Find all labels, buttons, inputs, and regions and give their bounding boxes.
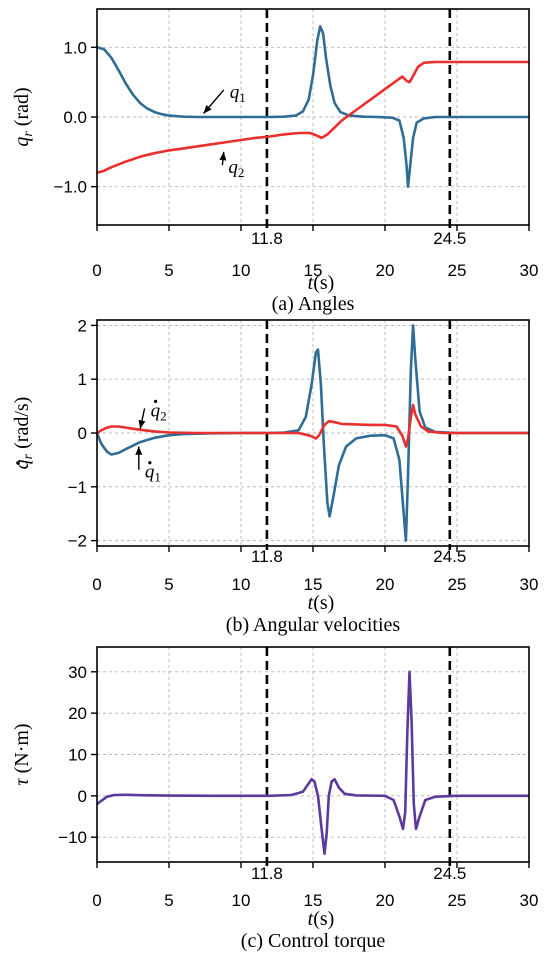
annotation-sub: 1 [154,470,161,485]
chart-panel-1: 11.8 24.50 5 10 15 20 25 301.00.0−1.0t(s)qr (ra… [11,8,539,315]
annotation-var: q [145,462,155,483]
x-tick-label: 5 [164,891,173,910]
y-tick-label: 0 [78,424,87,443]
y-axis-unit: (rad) [11,87,33,131]
annotation-label: q2 [151,400,167,423]
panel-caption: (c) Control torque [241,930,386,952]
series-line-1 [97,670,529,855]
x-tick-label: 5 [164,575,173,594]
annotation-sub: 1 [239,90,246,105]
x-tick-label: 10 [232,261,251,280]
y-axis-label: qr (rad) [11,87,36,146]
x-axis-unit: (s) [313,908,334,930]
annotation-label: q2 [228,157,244,180]
y-axis-label: τ (N·m) [11,723,33,785]
y-tick-label: 2 [78,316,87,335]
y-tick-label: −1.0 [53,178,87,197]
x-tick-label: 10 [232,891,251,910]
y-tick-label: 1 [78,370,87,389]
annotation-sub: 2 [238,165,245,180]
x-tick-label: 20 [376,261,395,280]
x-axis-unit: (s) [313,592,334,614]
panel-caption: (b) Angular velocities [226,614,401,636]
panel-caption: (a) Angles [272,293,355,315]
x-tick-label: 0 [92,575,101,594]
annotation-label: q1 [230,82,246,105]
vline-label: 24.5 [433,547,466,566]
x-tick-label: 25 [448,261,467,280]
y-axis-sub: r [21,131,36,137]
x-axis-var: t [308,272,314,294]
annotation-label: q1 [145,462,161,485]
series-line-2 [97,60,529,174]
y-axis-unit: (N·m) [11,723,33,778]
vline-label: 11.8 [251,864,283,883]
vline-label: 24.5 [433,229,466,248]
y-tick-label: 0.0 [63,108,87,127]
x-tick-label: 30 [520,891,539,910]
y-axis-dot [16,461,20,465]
x-tick-label: 15 [304,891,323,910]
x-axis-var: t [308,908,314,930]
y-axis-var: q [11,459,33,469]
x-tick-label: 15 [304,575,323,594]
series-line-2 [97,403,529,448]
y-axis-unit: (rad/s) [11,397,33,454]
annotation-arrow-head [138,419,146,429]
y-tick-label: 1.0 [63,38,87,57]
annotation-dot [148,461,152,465]
x-tick-label: 25 [448,891,467,910]
series-line-1 [97,25,529,188]
annotation-arrow-head [135,446,143,455]
vline-label: 11.8 [251,547,283,566]
y-tick-label: 0 [78,787,87,806]
annotation-sub: 2 [160,408,167,423]
x-axis-label: t(s) [308,908,335,930]
x-tick-label: 0 [92,261,101,280]
vline-label: 11.8 [251,229,283,248]
x-axis-var: t [308,592,314,614]
annotation-var: q [151,400,161,421]
y-tick-label: 10 [68,746,87,765]
x-tick-label: 30 [520,575,539,594]
x-tick-label: 20 [376,575,395,594]
x-tick-label: 0 [92,891,101,910]
y-tick-label: −10 [58,828,87,847]
annotation-var: q [228,157,238,178]
x-tick-label: 5 [164,261,173,280]
chart-panel-3: 11.8 24.5 0 5 10 15 20 25 30 30 20 10 0 −10 t(s) τ (N·m… [11,646,539,952]
x-tick-label: 30 [520,261,539,280]
x-tick-label: 20 [376,891,395,910]
y-axis-sub: r [21,453,36,459]
x-axis-unit: (s) [313,272,334,294]
annotation-dot [154,399,158,403]
y-tick-label: 30 [68,663,87,682]
x-tick-label: 25 [448,575,467,594]
y-axis-var: τ [11,778,33,786]
vline-label: 24.5 [433,864,466,883]
x-axis-label: t(s) [308,592,335,614]
y-tick-label: 20 [68,704,87,723]
series-line-1 [97,324,529,542]
y-axis-var: q [11,137,33,147]
y-tick-label: −1 [68,478,87,497]
annotation-var: q [230,82,240,103]
y-axis-label: qr (rad/s) [11,397,36,470]
x-tick-label: 15 [304,261,323,280]
y-tick-label: −2 [68,532,87,551]
x-axis-label: t(s) [308,272,335,294]
x-tick-label: 10 [232,575,251,594]
annotation-arrow-head [203,104,212,114]
annotation-arrow-head [219,151,227,161]
